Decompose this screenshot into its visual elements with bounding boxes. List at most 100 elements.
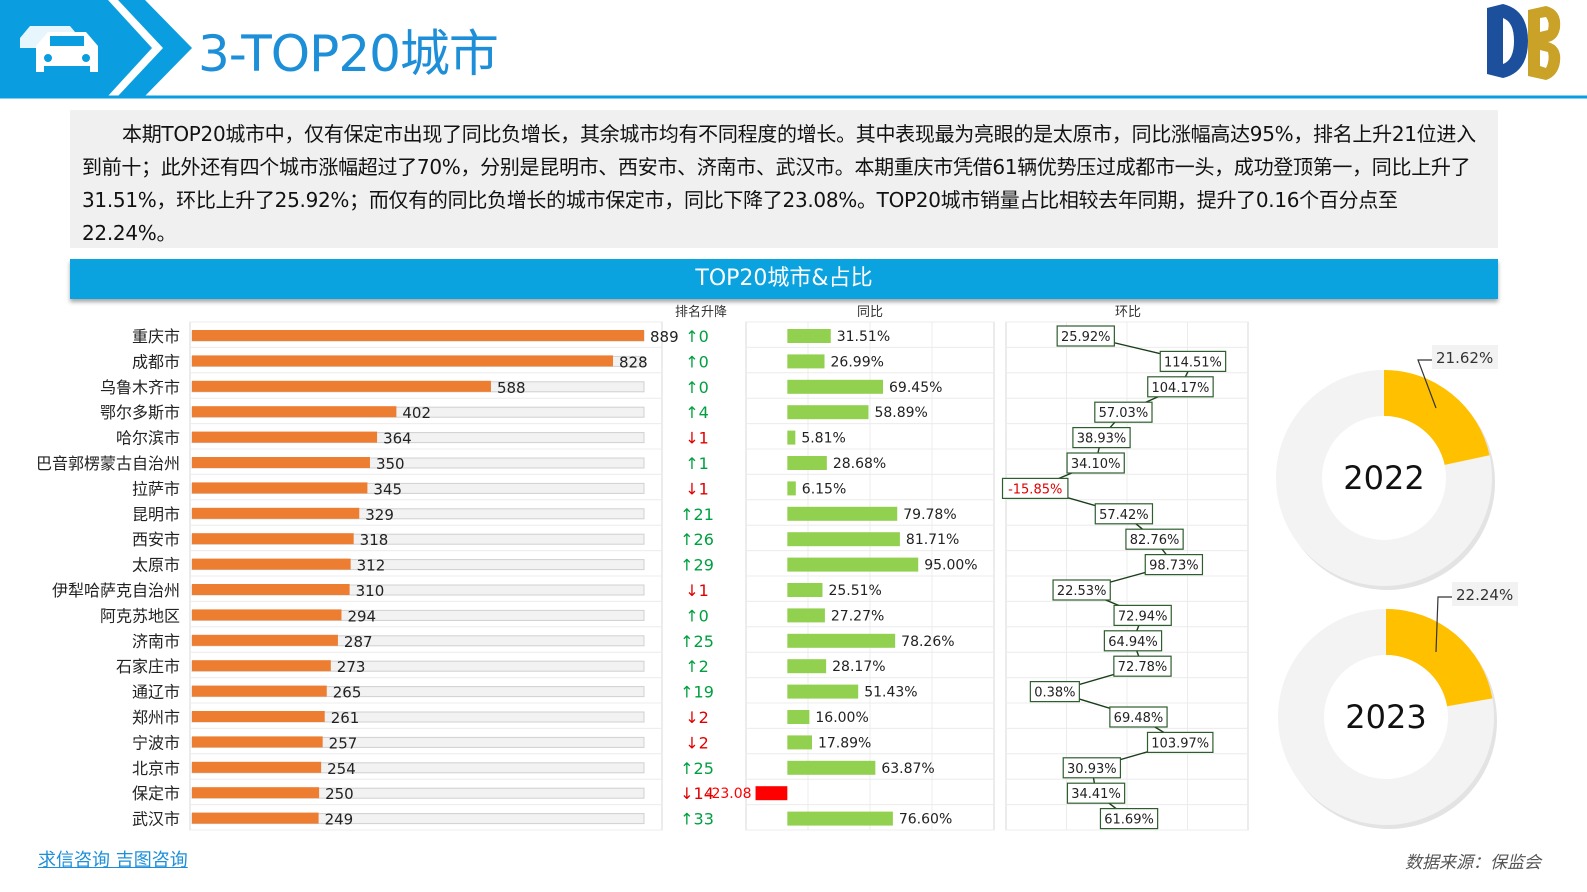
- city-label: 武汉市: [132, 810, 180, 829]
- mom-value-label: 34.10%: [1071, 457, 1121, 472]
- rank-change-label: ↑1: [685, 454, 709, 473]
- sales-bar: [192, 660, 331, 672]
- donut-center-label: 2022: [1343, 459, 1424, 497]
- mom-label-box: [1056, 325, 1115, 347]
- mom-label-box: [1146, 731, 1214, 753]
- yoy-value-label: 76.60%: [899, 812, 952, 828]
- yoy-value-label: 17.89%: [818, 735, 871, 751]
- yoy-column-header: 同比: [857, 305, 883, 320]
- yoy-value-label: 5.81%: [801, 431, 845, 447]
- sales-bar: [192, 761, 322, 773]
- donut-share-slice: [1384, 370, 1490, 465]
- yoy-bar: [787, 760, 876, 775]
- rank-column-header: 排名升降: [675, 304, 727, 320]
- rank-change-label: ↑2: [685, 657, 709, 676]
- yoy-value-label: 27.27%: [831, 608, 884, 624]
- yoy-bar: [787, 354, 825, 369]
- sales-bar: [192, 685, 327, 697]
- city-label: 济南市: [132, 632, 180, 651]
- donut-leader-line: [1435, 596, 1452, 653]
- donut-2022: 2022 21.62%: [1276, 345, 1498, 590]
- footer-source: 数据来源：保监会: [1405, 853, 1541, 873]
- sales-bar: [192, 457, 370, 468]
- sales-value-label: 364: [383, 430, 412, 448]
- mom-value-label: -15.85%: [1008, 482, 1062, 497]
- sales-value-label: 345: [373, 480, 402, 498]
- yoy-value-label: 6.15%: [802, 481, 846, 497]
- mom-label-box: [1109, 706, 1168, 728]
- yoy-value-label: 78.26%: [901, 634, 954, 650]
- donut-value-label: 22.24%: [1456, 586, 1513, 604]
- mom-label-box: [1052, 579, 1111, 601]
- city-label: 巴音郭楞蒙古自治州: [36, 454, 180, 473]
- sales-bar: [192, 634, 338, 646]
- rank-change-label: ↓2: [685, 733, 709, 752]
- city-label: 乌鲁木齐市: [100, 378, 180, 397]
- sales-value-label: 261: [331, 709, 360, 727]
- yoy-value-label: 63.87%: [881, 761, 934, 777]
- yoy-bar: [787, 506, 898, 521]
- sales-value-label: 312: [357, 557, 386, 575]
- header-chevron-shape: [118, 0, 192, 96]
- mom-value-label: 72.78%: [1118, 660, 1168, 675]
- mom-value-label: 57.42%: [1099, 508, 1149, 523]
- yoy-value-label: 79.78%: [903, 507, 956, 523]
- mom-value-label: 30.93%: [1067, 762, 1117, 777]
- donut-value-label: 21.62%: [1436, 349, 1493, 367]
- yoy-value-label: 58.89%: [874, 405, 927, 421]
- rank-change-label: ↓1: [685, 429, 709, 448]
- sales-value-label: 265: [333, 684, 362, 702]
- mom-value-label: 104.17%: [1152, 381, 1210, 396]
- mom-label-box: [1029, 681, 1080, 703]
- yoy-bar: [787, 557, 919, 572]
- city-label: 北京市: [132, 759, 180, 778]
- sales-value-label: 294: [347, 607, 376, 625]
- sales-value-label: 250: [325, 785, 354, 803]
- yoy-value-label: 28.68%: [833, 456, 886, 472]
- rank-change-label: ↑25: [680, 632, 714, 651]
- yoy-value-label: 81.71%: [906, 532, 959, 548]
- sales-bar: [192, 380, 491, 392]
- sales-bar: [192, 330, 644, 341]
- mom-label-box: [1125, 528, 1184, 550]
- page-title: 3-TOP20城市: [198, 25, 499, 83]
- mom-label-box: [1066, 782, 1126, 804]
- sales-bar: [192, 787, 320, 799]
- city-labels: 重庆市成都市乌鲁木齐市鄂尔多斯市哈尔滨市巴音郭楞蒙古自治州拉萨市昆明市西安市太原…: [36, 327, 180, 829]
- city-label: 伊犁哈萨克自治州: [52, 581, 180, 600]
- footer-credits[interactable]: 求信咨询 吉图咨询: [38, 850, 188, 871]
- mom-value-label: 34.41%: [1071, 787, 1121, 802]
- yoy-value-label: 31.51%: [837, 329, 890, 345]
- city-label: 宁波市: [132, 733, 180, 752]
- donut-share-slice: [1386, 609, 1493, 707]
- rank-change-label: ↓14: [680, 784, 714, 803]
- mom-value-label: 38.93%: [1077, 432, 1127, 447]
- mom-value-label: 25.92%: [1061, 330, 1111, 345]
- yoy-bar: [787, 710, 810, 724]
- sales-bar: [192, 584, 350, 595]
- sales-bar: [192, 507, 360, 519]
- yoy-bar: [787, 608, 825, 623]
- rank-change-label: ↑25: [680, 759, 714, 778]
- yoy-bar: [787, 430, 796, 445]
- sales-bar: [192, 533, 354, 545]
- city-label: 通辽市: [132, 683, 180, 702]
- mom-value-label: 0.38%: [1034, 686, 1075, 701]
- mom-label-box: [1159, 350, 1227, 373]
- yoy-bars: 31.51% 26.99% 69.45% 58.89% 5.81% 28.68% 6.15%…: [706, 329, 978, 828]
- city-label: 鄂尔多斯市: [100, 403, 180, 422]
- sales-value-label: 329: [365, 506, 394, 524]
- city-label: 保定市: [132, 784, 180, 803]
- sales-value-label: 273: [337, 658, 366, 676]
- sales-bar: [192, 736, 323, 748]
- car-icon: [20, 26, 98, 72]
- rank-change-label: ↑29: [680, 556, 714, 575]
- city-label: 成都市: [132, 352, 180, 371]
- sales-bar: [192, 812, 319, 824]
- mom-label-box: [1099, 808, 1159, 830]
- rank-change-label: ↑4: [685, 403, 709, 422]
- city-label: 郑州市: [132, 708, 180, 727]
- yoy-bar: [787, 329, 831, 343]
- mom-value-label: 103.97%: [1151, 736, 1209, 751]
